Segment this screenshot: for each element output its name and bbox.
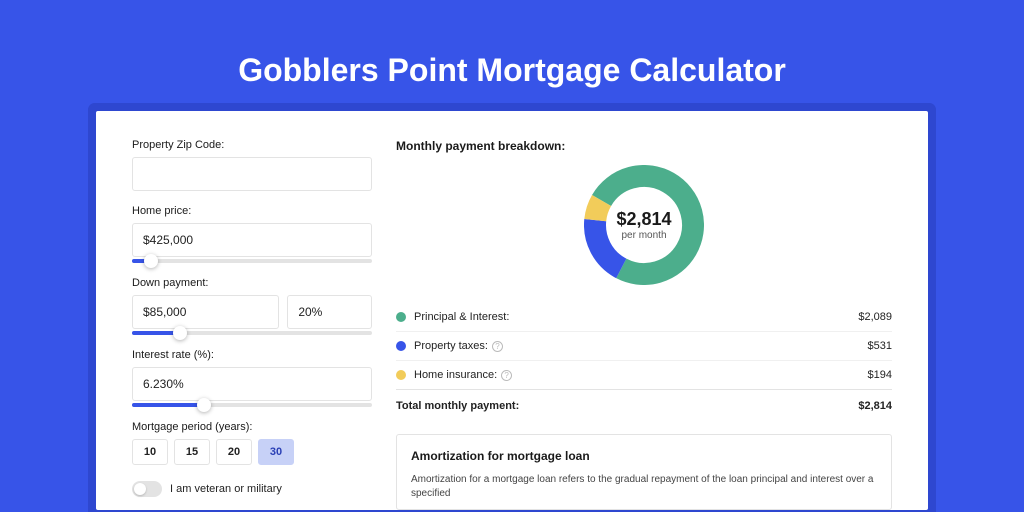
down-payment-slider-thumb[interactable]: [173, 326, 187, 340]
down-payment-amount-input[interactable]: [132, 295, 279, 329]
mortgage-period-options: 10152030: [132, 439, 372, 465]
breakdown-row-amount: $194: [868, 369, 892, 381]
page-title: Gobblers Point Mortgage Calculator: [0, 0, 1024, 111]
legend-dot-icon: [396, 370, 406, 380]
breakdown-panel: Monthly payment breakdown: $2,814 per mo…: [396, 139, 892, 510]
donut-chart-container: $2,814 per month: [396, 165, 892, 285]
mortgage-period-20[interactable]: 20: [216, 439, 252, 465]
veteran-label: I am veteran or military: [170, 483, 282, 495]
home-price-slider-thumb[interactable]: [144, 254, 158, 268]
veteran-toggle-row: I am veteran or military: [132, 481, 372, 497]
breakdown-row-1: Property taxes:?$531: [396, 332, 892, 361]
legend-dot-icon: [396, 341, 406, 351]
down-payment-slider[interactable]: [132, 331, 372, 335]
veteran-toggle[interactable]: [132, 481, 162, 497]
legend-dot-icon: [396, 312, 406, 322]
zip-field-group: Property Zip Code:: [132, 139, 372, 191]
breakdown-rows: Principal & Interest:$2,089Property taxe…: [396, 303, 892, 389]
down-payment-field-group: Down payment:: [132, 277, 372, 335]
donut-center: $2,814 per month: [584, 165, 704, 285]
mortgage-period-15[interactable]: 15: [174, 439, 210, 465]
total-label: Total monthly payment:: [396, 400, 858, 412]
breakdown-row-amount: $2,089: [858, 311, 892, 323]
donut-center-value: $2,814: [616, 209, 671, 230]
breakdown-row-amount: $531: [868, 340, 892, 352]
info-icon[interactable]: ?: [492, 341, 503, 352]
info-icon[interactable]: ?: [501, 370, 512, 381]
mortgage-period-field-group: Mortgage period (years): 10152030: [132, 421, 372, 465]
breakdown-total-row: Total monthly payment: $2,814: [396, 389, 892, 420]
interest-rate-slider-thumb[interactable]: [197, 398, 211, 412]
donut-chart: $2,814 per month: [584, 165, 704, 285]
amortization-box: Amortization for mortgage loan Amortizat…: [396, 434, 892, 510]
down-payment-percent-input[interactable]: [287, 295, 372, 329]
zip-input[interactable]: [132, 157, 372, 191]
calculator-card: Property Zip Code: Home price: Down paym…: [96, 111, 928, 510]
home-price-label: Home price:: [132, 205, 372, 217]
amortization-title: Amortization for mortgage loan: [411, 449, 877, 463]
mortgage-period-30[interactable]: 30: [258, 439, 294, 465]
interest-rate-slider-fill: [132, 403, 204, 407]
interest-rate-field-group: Interest rate (%):: [132, 349, 372, 407]
breakdown-row-0: Principal & Interest:$2,089: [396, 303, 892, 332]
breakdown-row-label: Principal & Interest:: [414, 311, 858, 323]
donut-center-sub: per month: [621, 230, 666, 241]
down-payment-label: Down payment:: [132, 277, 372, 289]
mortgage-period-label: Mortgage period (years):: [132, 421, 372, 433]
interest-rate-label: Interest rate (%):: [132, 349, 372, 361]
home-price-input[interactable]: [132, 223, 372, 257]
inputs-panel: Property Zip Code: Home price: Down paym…: [132, 139, 372, 510]
breakdown-row-2: Home insurance:?$194: [396, 361, 892, 389]
zip-label: Property Zip Code:: [132, 139, 372, 151]
mortgage-period-10[interactable]: 10: [132, 439, 168, 465]
interest-rate-input[interactable]: [132, 367, 372, 401]
home-price-slider[interactable]: [132, 259, 372, 263]
home-price-field-group: Home price:: [132, 205, 372, 263]
interest-rate-slider[interactable]: [132, 403, 372, 407]
breakdown-row-label: Home insurance:?: [414, 369, 868, 381]
breakdown-row-label: Property taxes:?: [414, 340, 868, 352]
amortization-text: Amortization for a mortgage loan refers …: [411, 473, 877, 501]
breakdown-title: Monthly payment breakdown:: [396, 139, 892, 153]
total-amount: $2,814: [858, 400, 892, 412]
veteran-toggle-knob: [134, 483, 146, 495]
